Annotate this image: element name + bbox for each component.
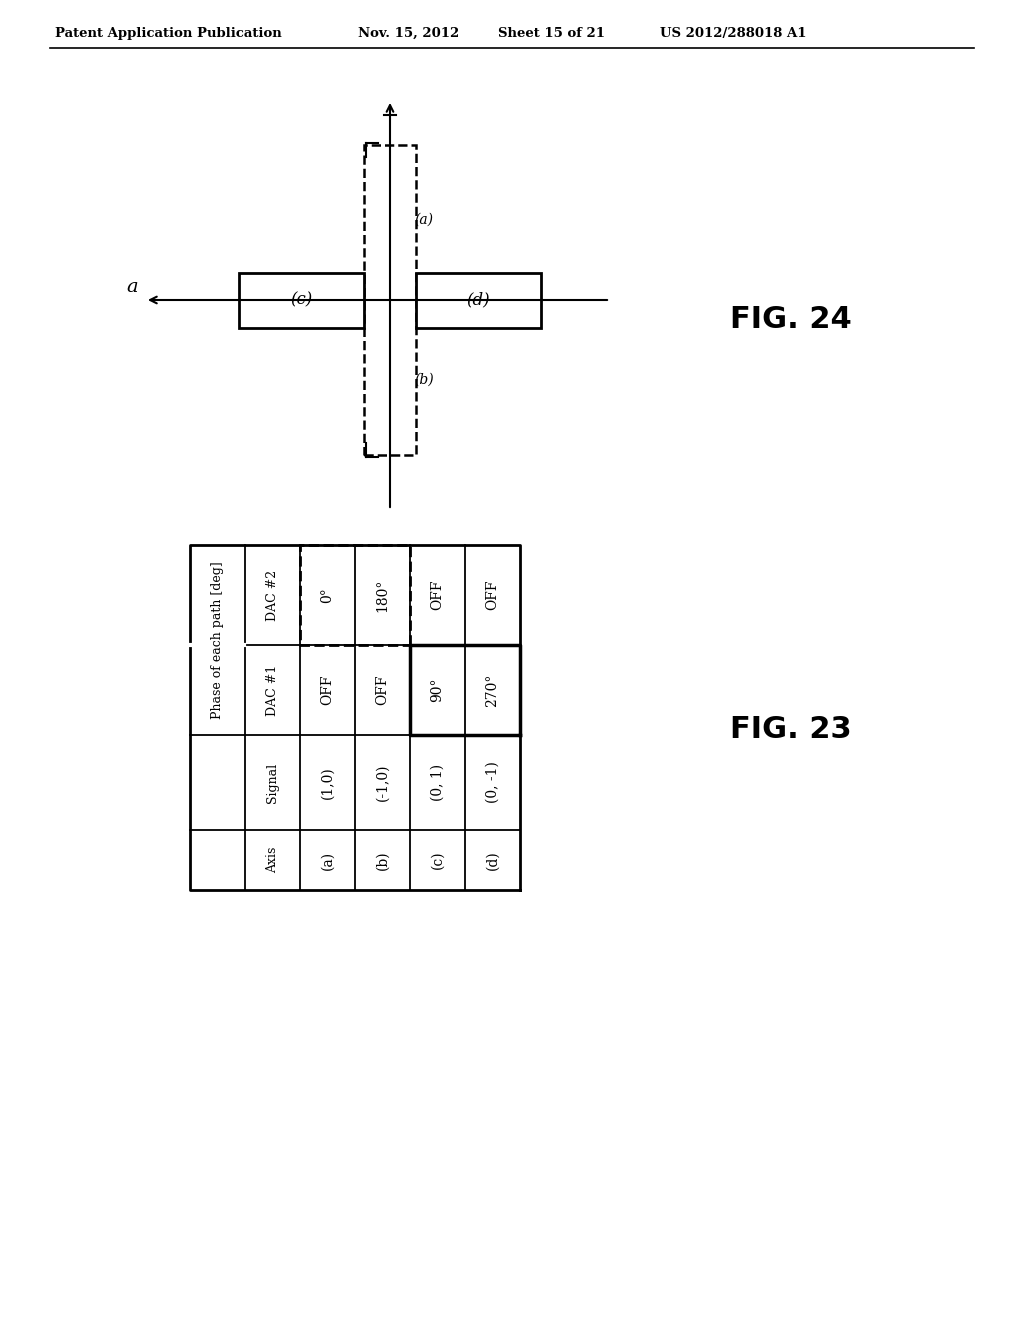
Text: (-1,0): (-1,0) — [376, 764, 389, 801]
Text: (b): (b) — [414, 374, 433, 387]
Text: (a): (a) — [414, 213, 433, 227]
Text: (c): (c) — [430, 850, 444, 870]
Text: 90°: 90° — [430, 677, 444, 702]
Text: (c): (c) — [291, 292, 312, 309]
Text: FIG. 24: FIG. 24 — [730, 305, 852, 334]
Text: OFF: OFF — [430, 579, 444, 610]
Text: (d): (d) — [467, 292, 490, 309]
Text: (1,0): (1,0) — [321, 766, 335, 799]
Text: (a): (a) — [321, 850, 335, 870]
Text: DAC #2: DAC #2 — [266, 569, 279, 620]
Bar — [416, 272, 541, 327]
Text: (d): (d) — [485, 850, 500, 870]
Text: 0°: 0° — [321, 587, 335, 603]
Text: Patent Application Publication: Patent Application Publication — [55, 26, 282, 40]
Text: Axis: Axis — [266, 847, 279, 874]
Text: Phase of each path [deg]: Phase of each path [deg] — [211, 561, 224, 719]
Text: Nov. 15, 2012: Nov. 15, 2012 — [358, 26, 459, 40]
Text: DAC #1: DAC #1 — [266, 664, 279, 715]
Text: OFF: OFF — [485, 579, 500, 610]
Text: OFF: OFF — [376, 675, 389, 705]
Text: 180°: 180° — [376, 578, 389, 611]
Text: (b): (b) — [376, 850, 389, 870]
Text: Signal: Signal — [266, 763, 279, 803]
Text: FIG. 23: FIG. 23 — [730, 715, 852, 744]
Text: OFF: OFF — [321, 675, 335, 705]
Text: (0, -1): (0, -1) — [485, 762, 500, 804]
Text: Sheet 15 of 21: Sheet 15 of 21 — [498, 26, 605, 40]
Text: US 2012/288018 A1: US 2012/288018 A1 — [660, 26, 807, 40]
Bar — [364, 145, 416, 455]
Text: 270°: 270° — [485, 673, 500, 706]
Bar — [239, 272, 364, 327]
Text: a: a — [126, 279, 138, 296]
Text: (0, 1): (0, 1) — [430, 764, 444, 801]
